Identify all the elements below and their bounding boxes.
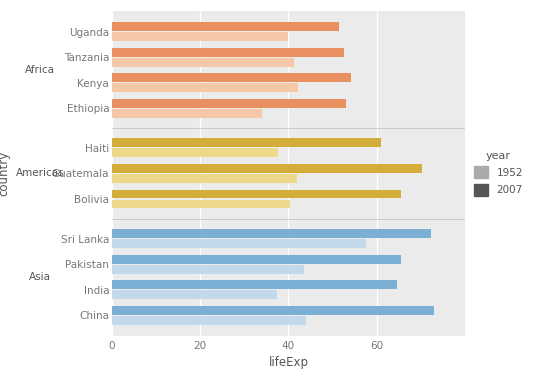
Bar xyxy=(112,73,351,82)
Bar xyxy=(112,58,294,67)
Bar xyxy=(112,22,339,31)
Bar xyxy=(112,148,278,157)
Bar xyxy=(112,138,381,147)
Bar xyxy=(112,32,288,41)
Bar xyxy=(112,306,434,315)
Bar xyxy=(112,200,290,209)
Bar xyxy=(112,83,298,92)
Bar xyxy=(112,290,277,299)
Text: Asia: Asia xyxy=(29,272,51,282)
Bar xyxy=(112,265,304,274)
Bar xyxy=(112,229,431,238)
Text: Americas: Americas xyxy=(16,169,64,178)
Bar xyxy=(112,164,422,173)
Bar xyxy=(112,255,401,264)
Bar xyxy=(112,239,366,248)
Bar xyxy=(112,48,344,57)
Bar xyxy=(112,280,398,289)
Text: Africa: Africa xyxy=(25,65,55,75)
Bar xyxy=(112,174,297,183)
Bar xyxy=(112,189,401,198)
Y-axis label: country: country xyxy=(0,151,10,196)
Bar xyxy=(112,99,346,108)
Bar xyxy=(112,109,262,118)
X-axis label: lifeExp: lifeExp xyxy=(268,356,309,369)
Bar xyxy=(112,316,306,325)
Legend: 1952, 2007: 1952, 2007 xyxy=(474,151,523,196)
